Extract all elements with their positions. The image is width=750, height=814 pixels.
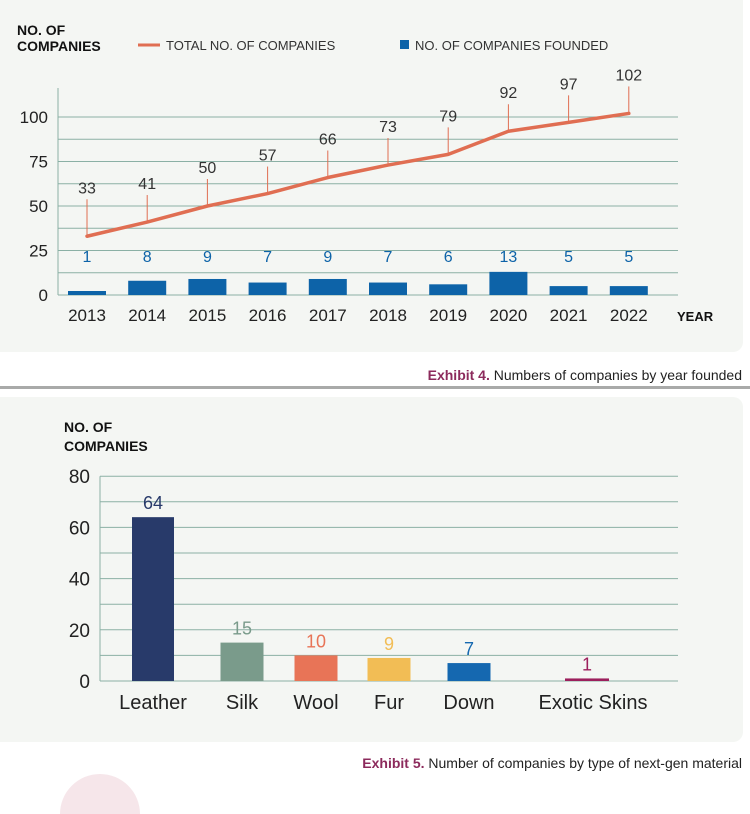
c4-line-series — [85, 86, 631, 239]
c4-xtick-label: 2013 — [68, 306, 106, 325]
c5-bar — [294, 655, 338, 681]
c4-ytick-label: 0 — [39, 286, 48, 305]
c4-xtick-label: 2014 — [128, 306, 166, 325]
c5-bar — [132, 517, 174, 681]
c4-bar-label: 13 — [500, 249, 518, 266]
legend-bar-swatch — [400, 40, 409, 49]
c5-bar-label: 7 — [464, 639, 474, 659]
c4-ytick-label: 25 — [29, 242, 48, 261]
exhibit4-chart: 0 25 50 75 100 1 2013 8 2014 9 2015 7 2016 9 2017 7 2018… — [17, 22, 714, 325]
c4-bar-label: 8 — [143, 249, 152, 266]
c4-bar-label: 9 — [203, 249, 212, 266]
c5-bar — [447, 663, 491, 681]
c4-xtick-label: 2022 — [610, 306, 648, 325]
c4-bar — [609, 286, 648, 295]
c4-bar — [429, 284, 468, 295]
c4-xtick-label: 2015 — [188, 306, 226, 325]
c5-bar-label: 15 — [232, 619, 252, 639]
c5-category-label: Exotic Skins — [539, 692, 648, 714]
c4-ytick-label: 100 — [20, 108, 48, 127]
c4-xtick-label: 2020 — [489, 306, 527, 325]
c4-ylabel-line2: COMPANIES — [17, 38, 101, 54]
c4-bar — [188, 278, 227, 295]
exhibit4-caption-text: Numbers of companies by year founded — [493, 367, 742, 383]
exhibit4-caption: Exhibit 4. Numbers of companies by year … — [428, 367, 742, 383]
c5-bar-label: 64 — [143, 493, 163, 513]
c5-bar-label: 9 — [384, 634, 394, 654]
exhibit4-caption-label: Exhibit 4. — [427, 367, 490, 383]
c4-xlabel: YEAR — [677, 309, 714, 324]
c4-line-label: 41 — [138, 176, 156, 193]
c4-bar — [369, 282, 407, 295]
c4-bar-label: 5 — [624, 249, 633, 266]
c5-bar — [565, 678, 609, 681]
c4-bar-label: 1 — [83, 249, 92, 266]
c5-ytick-label: 60 — [69, 518, 90, 539]
c4-xtick-label: 2016 — [249, 306, 287, 325]
c5-bars — [132, 517, 609, 681]
c4-xtick-label: 2018 — [369, 306, 407, 325]
c4-line-label: 97 — [560, 76, 578, 93]
c4-line-label: 66 — [319, 132, 337, 149]
c4-labels: 0 25 50 75 100 1 2013 8 2014 9 2015 7 2016 9 2017 7 2018… — [20, 67, 648, 325]
c4-xtick-label: 2021 — [550, 306, 588, 325]
c4-bar-label: 9 — [323, 249, 332, 266]
c5-ylabel-line1: NO. OF — [64, 419, 113, 435]
c5-category-label: Wool — [293, 692, 338, 714]
c5-bar — [367, 657, 411, 681]
c4-line-label: 92 — [500, 85, 518, 102]
c5-ylabel-line2: COMPANIES — [64, 438, 148, 454]
legend-bar-label: NO. OF COMPANIES FOUNDED — [415, 38, 608, 53]
c5-ytick-label: 20 — [69, 621, 90, 642]
c5-category-label: Silk — [226, 692, 259, 714]
legend-line-label: TOTAL NO. OF COMPANIES — [166, 38, 336, 53]
exhibit5-chart: 0 20 40 60 80 64 Leather 15 Silk 10 Wool 9 Fur 7 Down 1… — [64, 419, 678, 714]
c4-line-label: 33 — [78, 180, 96, 197]
c4-xtick-label: 2019 — [429, 306, 467, 325]
c5-ytick-label: 80 — [69, 467, 90, 488]
c4-line-label: 79 — [439, 108, 457, 125]
c4-bar — [549, 286, 588, 295]
c5-category-label: Fur — [374, 692, 404, 714]
c4-bar — [248, 282, 287, 295]
c4-xtick-label: 2017 — [309, 306, 347, 325]
c5-bar — [220, 642, 264, 681]
c4-line-label: 57 — [259, 148, 277, 165]
c4-bar — [128, 280, 167, 295]
c4-line-label: 73 — [379, 119, 397, 136]
c5-ytick-label: 0 — [79, 672, 90, 693]
exhibit5-caption: Exhibit 5. Number of companies by type o… — [362, 755, 742, 771]
c4-line-label: 102 — [615, 67, 642, 84]
c4-bar-label: 5 — [564, 249, 573, 266]
c4-line-label: 50 — [199, 160, 217, 177]
c5-gridlines — [99, 475, 678, 682]
c5-category-label: Leather — [119, 692, 187, 714]
c4-total-line — [85, 111, 631, 239]
c4-ylabel-line1: NO. OF — [17, 22, 66, 38]
c4-bar — [308, 278, 347, 295]
c4-bar-label: 6 — [444, 249, 453, 266]
divider — [0, 386, 750, 389]
c4-bars — [68, 271, 648, 295]
c5-category-label: Down — [443, 692, 494, 714]
exhibit5-caption-text: Number of companies by type of next-gen … — [428, 755, 742, 771]
c5-labels: 0 20 40 60 80 64 Leather 15 Silk 10 Wool 9 Fur 7 Down 1… — [69, 467, 648, 714]
c4-bar-label: 7 — [263, 249, 272, 266]
c4-bar — [489, 271, 528, 295]
c4-ytick-label: 75 — [29, 153, 48, 172]
c4-bar — [68, 291, 106, 295]
c4-ytick-label: 50 — [29, 197, 48, 216]
c5-ytick-label: 40 — [69, 570, 90, 591]
c4-bar-label: 7 — [384, 249, 393, 266]
c5-bar-label: 10 — [306, 631, 326, 651]
exhibit5-caption-label: Exhibit 5. — [362, 755, 425, 771]
c5-bar-label: 1 — [582, 654, 592, 674]
exhibit5-panel — [0, 397, 743, 742]
